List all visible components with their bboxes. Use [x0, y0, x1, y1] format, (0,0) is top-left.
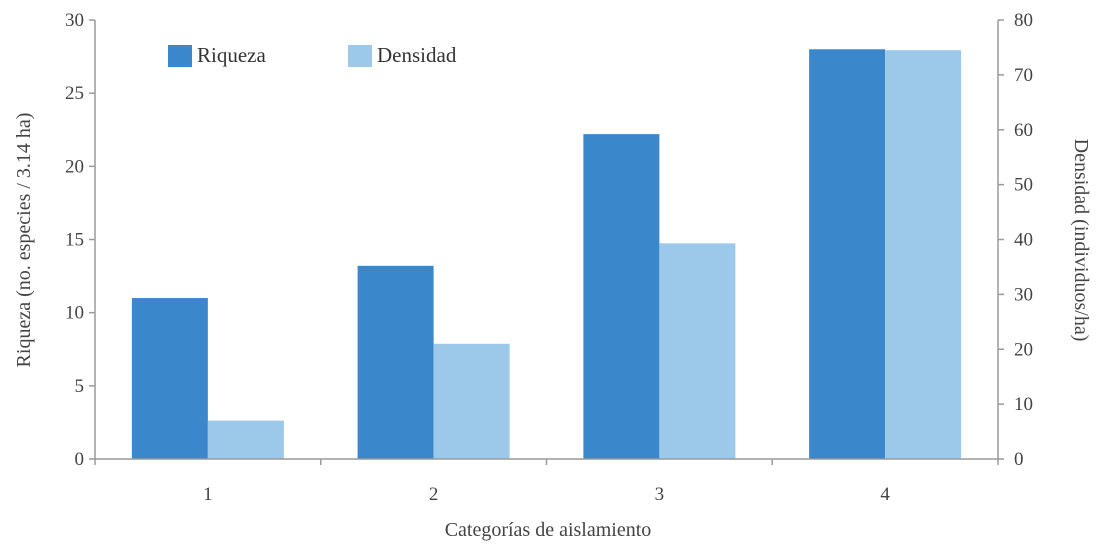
bar-riqueza-3 — [583, 134, 660, 459]
y-left-tick-label-20: 20 — [65, 156, 84, 177]
legend: Riqueza Densidad — [168, 43, 457, 67]
bar-riqueza-1 — [131, 298, 208, 459]
y-right-tick-label-20: 20 — [1014, 339, 1033, 360]
y-axis-right-title: Densidad (individuos/ha) — [1070, 139, 1092, 342]
x-tick-label-2: 2 — [429, 484, 439, 505]
y-axis-left-title: Riqueza (no. especies / 3.14 ha) — [13, 113, 35, 368]
legend-label-densidad: Densidad — [377, 43, 457, 67]
y-right-tick-label-50: 50 — [1014, 175, 1033, 196]
y-left-tick-label-30: 30 — [65, 10, 84, 31]
y-right-tick-label-10: 10 — [1014, 394, 1033, 415]
bars-group — [131, 49, 962, 460]
y-right-tick-label-30: 30 — [1014, 284, 1033, 305]
legend-label-riqueza: Riqueza — [197, 43, 266, 67]
y-right-tick-label-70: 70 — [1014, 65, 1033, 86]
bar-densidad-2 — [433, 343, 510, 459]
bar-densidad-4 — [885, 50, 962, 460]
bar-riqueza-2 — [357, 265, 434, 459]
x-tick-label-1: 1 — [203, 484, 213, 505]
y-left-tick-label-10: 10 — [65, 303, 84, 324]
bar-densidad-1 — [207, 420, 284, 459]
y-right-tick-label-0: 0 — [1014, 449, 1024, 470]
x-axis-title: Categorías de aislamiento — [445, 519, 652, 541]
x-tick-label-3: 3 — [655, 484, 665, 505]
bar-densidad-3 — [659, 243, 736, 459]
y-left-tick-label-25: 25 — [65, 83, 84, 104]
y-right-tick-label-60: 60 — [1014, 120, 1033, 141]
bar-riqueza-4 — [809, 49, 886, 460]
y-right-tick-label-40: 40 — [1014, 230, 1033, 251]
legend-swatch-riqueza — [168, 45, 192, 67]
y-right-tick-label-80: 80 — [1014, 10, 1033, 31]
legend-swatch-densidad — [348, 45, 372, 67]
y-left-tick-label-0: 0 — [75, 449, 85, 470]
y-left-tick-label-15: 15 — [65, 230, 84, 251]
x-tick-label-4: 4 — [880, 484, 890, 505]
y-left-tick-label-5: 5 — [75, 376, 85, 397]
